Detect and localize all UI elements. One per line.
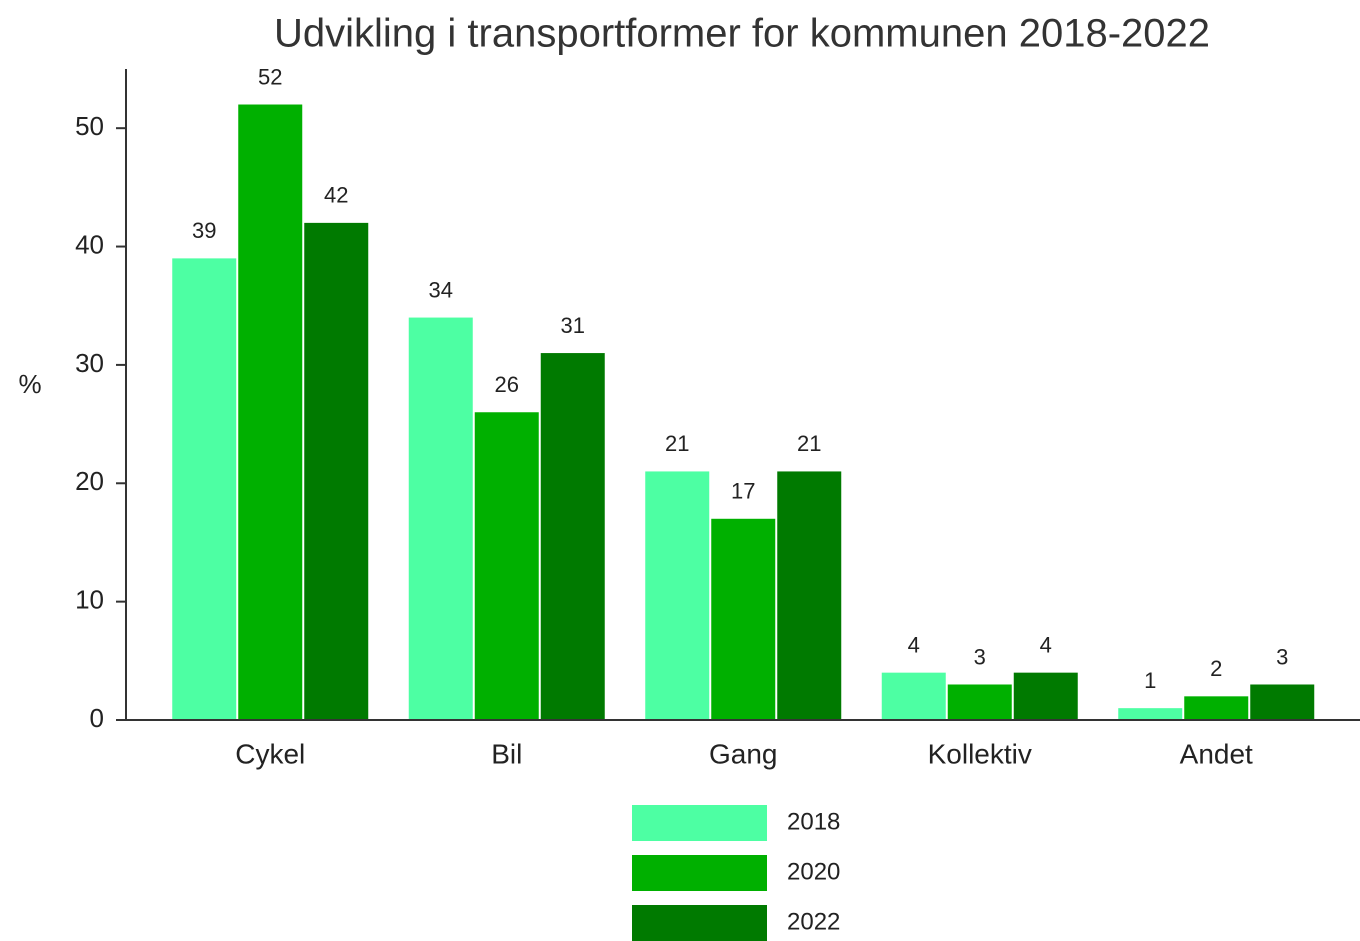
value-label: 42 — [324, 183, 348, 208]
bar — [1013, 672, 1078, 720]
bar — [1118, 708, 1183, 720]
y-axis-label: % — [18, 369, 41, 399]
legend-label: 2018 — [787, 808, 840, 835]
value-label: 39 — [192, 218, 216, 243]
bar — [645, 471, 710, 720]
y-tick-label: 10 — [75, 585, 104, 615]
value-label: 34 — [429, 277, 453, 302]
value-label: 2 — [1210, 656, 1222, 681]
y-tick-label: 40 — [75, 229, 104, 259]
x-tick-label: Gang — [709, 738, 778, 769]
bar — [474, 412, 539, 720]
x-tick-label: Cykel — [235, 738, 305, 769]
bar — [947, 684, 1012, 720]
x-tick-label: Bil — [491, 738, 522, 769]
value-label: 1 — [1144, 668, 1156, 693]
legend-swatch — [632, 905, 767, 941]
legend-swatch — [632, 855, 767, 891]
value-label: 26 — [495, 372, 519, 397]
value-label: 21 — [665, 431, 689, 456]
value-label: 52 — [258, 64, 282, 89]
y-tick-label: 30 — [75, 348, 104, 378]
bar — [777, 471, 842, 720]
y-tick-label: 0 — [90, 703, 104, 733]
legend-label: 2022 — [787, 908, 840, 935]
bar — [172, 258, 237, 720]
bar — [408, 317, 473, 720]
value-label: 31 — [561, 313, 585, 338]
bar — [304, 222, 369, 720]
legend-swatch — [632, 805, 767, 841]
value-label: 4 — [908, 632, 920, 657]
value-label: 3 — [1276, 644, 1288, 669]
y-tick-label: 20 — [75, 466, 104, 496]
bar — [540, 353, 605, 720]
value-label: 17 — [731, 479, 755, 504]
value-label: 4 — [1040, 632, 1052, 657]
bar — [881, 672, 946, 720]
value-label: 21 — [797, 431, 821, 456]
bar — [711, 518, 776, 720]
bar — [238, 104, 303, 720]
bar — [1250, 684, 1315, 720]
chart-title: Udvikling i transportformer for kommunen… — [274, 12, 1210, 56]
legend-label: 2020 — [787, 858, 840, 885]
bar — [1184, 696, 1249, 720]
x-tick-label: Andet — [1180, 738, 1253, 769]
value-label: 3 — [974, 644, 986, 669]
y-tick-label: 50 — [75, 111, 104, 141]
x-tick-label: Kollektiv — [928, 738, 1032, 769]
